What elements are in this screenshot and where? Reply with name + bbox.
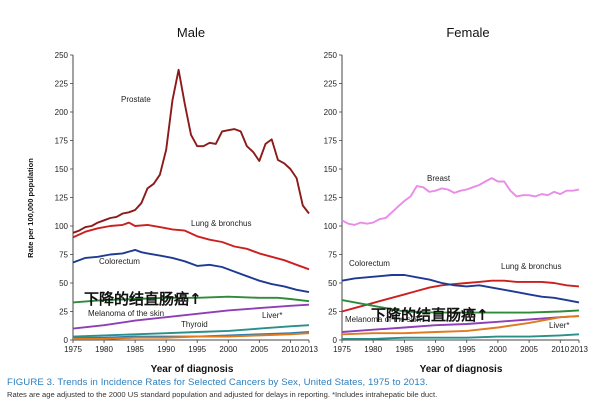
series-label: Thyroid — [181, 320, 208, 329]
y-tick-label: 200 — [324, 108, 338, 117]
series-line-thyroid — [341, 315, 580, 336]
y-tick-label: 200 — [55, 108, 69, 117]
y-tick-label: 225 — [55, 80, 69, 89]
y-tick-label: 50 — [328, 279, 337, 288]
series-label: Liver* — [262, 311, 282, 320]
series-label: Lung & bronchus — [191, 219, 252, 228]
y-tick-label: 125 — [55, 194, 69, 203]
series-label: Melanoma of the skin — [345, 315, 421, 324]
x-tick-label: 1985 — [126, 345, 144, 354]
y-tick-label: 50 — [59, 279, 68, 288]
x-tick-label: 1985 — [395, 345, 413, 354]
caption-note: Rates are age adjusted to the 2000 US st… — [7, 390, 438, 399]
y-tick-label: 100 — [55, 222, 69, 231]
male-axes: 0 25 50 75 100 125 150 175 200 225 250 1975 1980 1985… — [55, 51, 319, 354]
x-tick-label: 1990 — [157, 345, 175, 354]
x-tick-label: 2000 — [219, 345, 237, 354]
y-tick-label: 0 — [64, 336, 69, 345]
series-label: Colorectum — [99, 257, 140, 266]
y-tick-label: 225 — [324, 80, 338, 89]
series-label: Breast — [427, 174, 451, 183]
x-tick-label: 1990 — [427, 345, 445, 354]
series-label: Colorectum — [349, 259, 390, 268]
series-line-melanoma-of-the-skin — [341, 315, 580, 333]
male-panel: Male Rate per 100,000 population Year of… — [26, 25, 318, 375]
female-panel: Female Year of diagnosis 0 25 50 75 100 125 15… — [324, 25, 589, 375]
y-tick-label: 25 — [59, 308, 68, 317]
y-tick-label: 125 — [324, 194, 338, 203]
series-label: Lung & bronchus — [501, 262, 562, 271]
figure-caption: FIGURE 3. Trends in Incidence Rates for … — [7, 377, 592, 399]
female-axes: 0 25 50 75 100 125 150 175 200 225 250 1975 1980 1985… — [324, 51, 589, 354]
series-label: Liver* — [549, 321, 569, 330]
female-overlay-annotation: 下降的结直肠癌↑ — [371, 306, 489, 324]
male-series-labels: Prostate Lung & bronchus Colorectum Melanom… — [88, 95, 282, 329]
male-x-axis-label: Year of diagnosis — [151, 364, 234, 375]
x-tick-label: 1975 — [333, 345, 351, 354]
male-y-axis-label: Rate per 100,000 population — [26, 158, 35, 258]
y-tick-label: 175 — [324, 137, 338, 146]
series-line-prostate — [72, 68, 310, 234]
female-series-lines — [341, 177, 580, 340]
y-tick-label: 25 — [328, 308, 337, 317]
x-tick-label: 2010 — [281, 345, 299, 354]
x-tick-label: 2010 — [551, 345, 569, 354]
x-tick-label: 1995 — [188, 345, 206, 354]
series-line-liver — [342, 333, 580, 340]
series-line-lung-bronchus — [72, 221, 310, 271]
y-tick-label: 150 — [55, 165, 69, 174]
y-tick-label: 75 — [328, 251, 337, 260]
series-line-urinary-bladder — [72, 295, 310, 304]
x-tick-label: 2005 — [250, 345, 268, 354]
male-panel-title: Male — [177, 25, 205, 40]
caption-title: FIGURE 3. Trends in Incidence Rates for … — [7, 377, 428, 388]
x-tick-label: 1995 — [458, 345, 476, 354]
series-line-lung-bronchus — [341, 279, 580, 313]
male-series-lines — [72, 68, 310, 340]
female-x-axis-label: Year of diagnosis — [420, 364, 503, 375]
y-tick-label: 150 — [324, 165, 338, 174]
series-line-breast — [341, 177, 580, 226]
male-overlay-annotation: 下降的结直肠癌↑ — [84, 290, 202, 308]
x-tick-label: 2013 — [300, 345, 318, 354]
y-tick-label: 75 — [59, 251, 68, 260]
series-line-corpus-uterus — [341, 299, 580, 314]
series-line-kidney-renal-pelvis — [73, 332, 310, 340]
series-line-colorectum — [341, 274, 580, 304]
y-tick-label: 175 — [55, 137, 69, 146]
x-tick-label: 1980 — [364, 345, 382, 354]
y-tick-label: 250 — [324, 51, 338, 60]
female-panel-title: Female — [446, 25, 489, 40]
x-tick-label: 1975 — [64, 345, 82, 354]
series-label: Prostate — [121, 95, 151, 104]
x-tick-label: 1980 — [95, 345, 113, 354]
y-tick-label: 250 — [55, 51, 69, 60]
series-line-melanoma-of-the-skin — [72, 303, 310, 330]
y-tick-label: 100 — [324, 222, 338, 231]
series-line-liver — [72, 324, 310, 338]
female-series-labels: Breast Lung & bronchus Colorectum Melanoma … — [345, 174, 569, 330]
x-tick-label: 2000 — [489, 345, 507, 354]
x-tick-label: 2013 — [570, 345, 588, 354]
series-label: Melanoma of the skin — [88, 309, 164, 318]
y-tick-label: 0 — [333, 336, 338, 345]
x-tick-label: 2005 — [520, 345, 538, 354]
series-line-colorectum — [72, 248, 310, 294]
